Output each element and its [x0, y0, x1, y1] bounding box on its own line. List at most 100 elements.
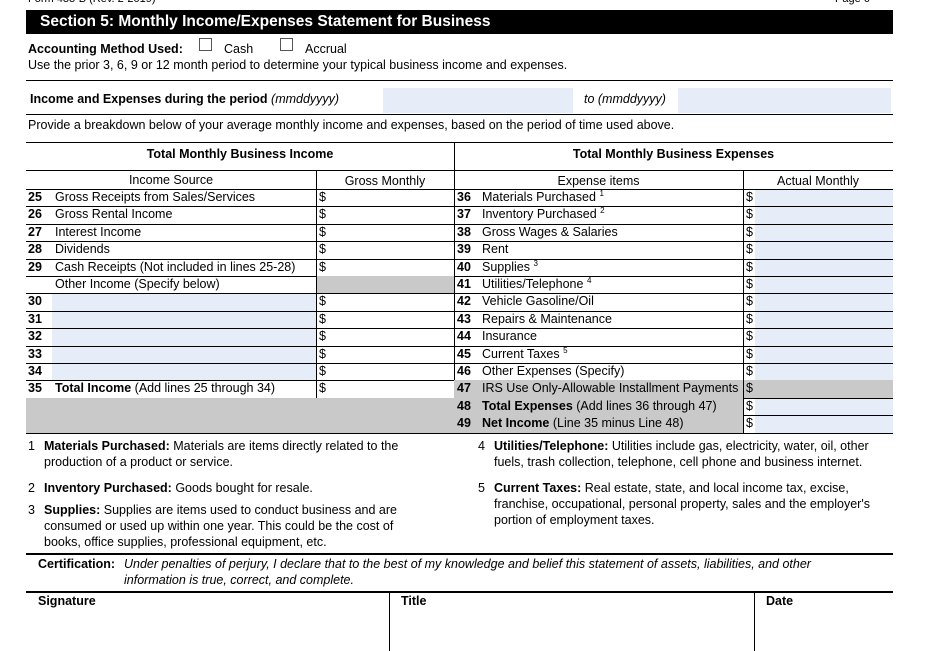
amount-field[interactable]: [755, 416, 893, 433]
column-header: Actual Monthly: [777, 174, 859, 188]
row-label-text: Other Expenses (Specify): [482, 364, 625, 378]
footnote-body: Supplies are items used to conduct busin…: [44, 503, 397, 549]
amount-field[interactable]: [755, 346, 893, 363]
line-number: 34: [28, 364, 42, 378]
line-number: 26: [28, 207, 42, 222]
row-label-text: Interest Income: [55, 224, 142, 239]
row-label: Gross Wages & Salaries: [482, 224, 618, 241]
currency: $: [746, 311, 753, 326]
rule: [26, 432, 893, 434]
entry-field[interactable]: [52, 311, 316, 329]
amount-field[interactable]: [755, 311, 893, 329]
line-number: 30: [28, 294, 42, 309]
date-field[interactable]: [678, 88, 891, 113]
checkbox[interactable]: [199, 38, 212, 51]
footnote-ref: 1: [599, 189, 604, 198]
amount-field[interactable]: [755, 190, 893, 207]
amount-field[interactable]: [755, 224, 893, 242]
amount-field[interactable]: [755, 398, 893, 416]
amount-field[interactable]: [755, 207, 893, 224]
gray-cell: [454, 397, 743, 416]
currency: $: [746, 364, 753, 378]
date-field[interactable]: [383, 88, 573, 113]
row-label-text: Dividends: [55, 242, 110, 257]
row-label: Materials Purchased 1: [482, 189, 604, 206]
amount-field[interactable]: [755, 364, 893, 381]
income-title: Total Monthly Business Income: [146, 147, 334, 161]
amount-field[interactable]: [755, 277, 893, 294]
rule: [26, 310, 454, 312]
period-from-hint: (mmddyyyy): [271, 92, 340, 106]
line-number: 37: [457, 207, 471, 222]
accounting-label: Accounting Method Used:: [28, 42, 183, 56]
page-number: Page 6: [835, 0, 870, 8]
rule: [26, 223, 454, 225]
amount-field[interactable]: [755, 329, 893, 346]
footnote-ref: 4: [586, 276, 592, 285]
rule: [743, 189, 744, 433]
row-label: Dividends: [55, 241, 110, 258]
section-title: Section 5: Monthly Income/Expenses State…: [40, 13, 491, 30]
currency: $: [319, 311, 326, 326]
line-number: 43: [457, 311, 471, 326]
currency: $: [319, 242, 326, 257]
row-note: (Add lines 36 through 47): [576, 398, 717, 413]
footnote-ref: 5: [563, 345, 568, 355]
certification-label: Certification:: [38, 557, 116, 571]
amount-field[interactable]: [755, 242, 893, 259]
rule: [316, 189, 317, 398]
entry-field[interactable]: [52, 364, 316, 381]
rule: [454, 206, 893, 208]
amount-field[interactable]: [755, 259, 893, 276]
gray-cell: [316, 276, 454, 294]
footnote-text: Supplies: Supplies are items used to con…: [44, 502, 424, 550]
row-label: Current Taxes 5: [482, 346, 568, 363]
rule: [26, 241, 454, 243]
row-label-text: Vehicle Gasoline/Oil: [482, 294, 594, 309]
period-instruction: Use the prior 3, 6, 9 or 12 month period…: [28, 58, 568, 72]
footnote-term: Supplies:: [44, 503, 101, 517]
footnote-text: Utilities/Telephone: Utilities include g…: [494, 438, 894, 470]
entry-field[interactable]: [52, 294, 316, 311]
line-number: 38: [457, 224, 471, 239]
currency: $: [746, 294, 753, 309]
row-label: Total Income (Add lines 25 through 34): [55, 380, 275, 397]
row-label: Interest Income: [55, 224, 141, 241]
line-number: 47: [457, 381, 471, 396]
rule: [26, 591, 893, 593]
rule: [26, 206, 454, 208]
rule: [743, 170, 744, 189]
row-note: (Add lines 25 through 34): [134, 381, 276, 396]
row-label-text: Cash Receipts (Not included in lines 25-…: [55, 259, 296, 274]
row-note: (Line 35 minus Line 48): [552, 416, 684, 431]
currency: $: [746, 381, 753, 396]
row-label-text: Inventory Purchased: [482, 207, 597, 222]
footnote-term: Current Taxes:: [494, 481, 582, 495]
amount-field[interactable]: [755, 294, 893, 311]
checkbox[interactable]: [280, 38, 293, 51]
footnote-number: 3: [28, 503, 35, 517]
footnote-body: Real estate, state, and local income tax…: [494, 481, 870, 527]
rule: [26, 380, 454, 382]
footnote-number: 1: [28, 439, 35, 453]
form-number: Form 433-B (Rev. 2-2019): [28, 0, 156, 8]
entry-field[interactable]: [52, 329, 316, 346]
row-label: Other Expenses (Specify): [482, 363, 624, 380]
row-label-text: Materials Purchased: [482, 190, 596, 204]
rule: [316, 170, 317, 189]
row-label: Net Income (Line 35 minus Line 48): [482, 415, 684, 432]
line-number: 29: [28, 259, 42, 274]
entry-field[interactable]: [52, 346, 316, 363]
line-number: 25: [28, 190, 42, 204]
line-number: 41: [457, 277, 471, 291]
currency: $: [746, 242, 753, 257]
rule: [454, 328, 893, 330]
breakdown-instruction: Provide a breakdown below of your averag…: [28, 118, 675, 132]
footnote-text: Current Taxes: Real estate, state, and l…: [494, 480, 894, 528]
row-label: Inventory Purchased 2: [482, 206, 605, 223]
gray-block: [26, 397, 454, 433]
row-label-text: Total Income: [55, 381, 132, 396]
row-label: Rent: [482, 241, 508, 258]
rule: [26, 293, 454, 295]
